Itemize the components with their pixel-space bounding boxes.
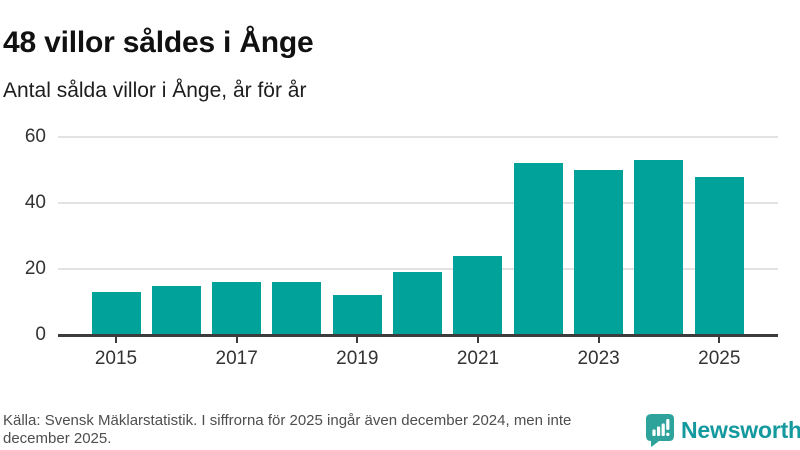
bar-2023 xyxy=(574,170,624,335)
x-axis-label-2019: 2019 xyxy=(336,348,379,369)
bar-2024 xyxy=(634,160,684,335)
x-tick-2023 xyxy=(597,336,600,343)
gridline-20 xyxy=(58,268,778,270)
x-axis-label-2025: 2025 xyxy=(698,348,741,369)
x-axis-label-2015: 2015 xyxy=(94,348,138,369)
x-axis-label-2017: 2017 xyxy=(215,348,258,369)
bar-2025 xyxy=(694,176,744,335)
x-tick-2019 xyxy=(356,336,359,343)
source-note: Källa: Svensk Mäklarstatistik. I siffror… xyxy=(3,412,572,447)
bar-2017 xyxy=(212,282,262,335)
x-tick-2017 xyxy=(235,336,238,343)
x-tick-2021 xyxy=(476,336,479,343)
y-axis-label-40: 40 xyxy=(24,192,46,213)
bar-2018 xyxy=(272,282,322,335)
y-axis-label-20: 20 xyxy=(24,258,46,279)
bar-2020 xyxy=(393,272,443,335)
gridline-60 xyxy=(58,136,778,138)
bar-2016 xyxy=(151,285,201,335)
x-axis-label-2023: 2023 xyxy=(577,348,620,369)
newsworthy-logo: Newsworthy xyxy=(645,413,800,447)
y-axis-label-0: 0 xyxy=(35,324,46,345)
chart-subtitle: Antal sålda villor i Ånge, år för år xyxy=(3,79,307,102)
x-tick-2025 xyxy=(718,336,721,343)
bar-2015 xyxy=(91,292,141,335)
y-axis-label-60: 60 xyxy=(24,126,46,147)
newsworthy-wordmark: Newsworthy xyxy=(681,416,800,443)
bar-2021 xyxy=(453,255,503,335)
newsworthy-logo-icon xyxy=(645,413,675,447)
x-axis-line xyxy=(58,333,778,337)
page-title: 48 villor såldes i Ånge xyxy=(3,26,314,60)
x-axis-label-2021: 2021 xyxy=(456,348,500,369)
bar-2022 xyxy=(513,163,563,335)
x-tick-2015 xyxy=(115,336,117,343)
bar-2019 xyxy=(332,295,382,335)
gridline-40 xyxy=(58,202,778,204)
